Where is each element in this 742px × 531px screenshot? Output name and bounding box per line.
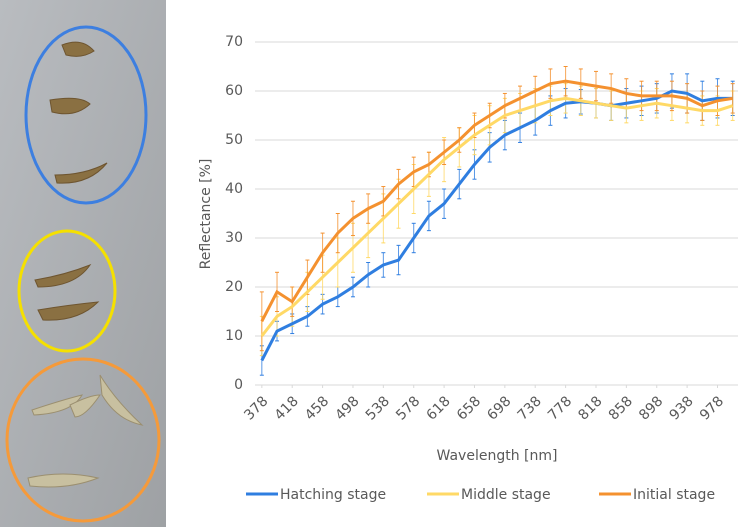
y-tick-label: 70	[225, 34, 243, 50]
series-line	[260, 89, 733, 362]
x-tick-label: 538	[363, 393, 393, 423]
y-tick-label: 60	[225, 83, 243, 99]
legend-label: Hatching stage	[280, 487, 386, 503]
x-tick-label: 578	[393, 393, 423, 423]
x-tick-label: 978	[697, 393, 727, 423]
x-tick-label: 658	[454, 393, 484, 423]
x-tick-label: 618	[424, 393, 454, 423]
x-tick-label: 778	[545, 393, 575, 423]
y-axis-title: Reflectance [%]	[198, 159, 214, 270]
series-line	[260, 79, 733, 322]
x-tick-label: 698	[484, 393, 514, 423]
x-tick-label: 898	[636, 393, 666, 423]
legend-label: Initial stage	[633, 487, 715, 503]
legend-label: Middle stage	[461, 487, 551, 503]
x-tick-label: 418	[272, 393, 302, 423]
y-tick-label: 50	[225, 132, 243, 148]
x-tick-label: 498	[332, 393, 362, 423]
x-tick-label: 458	[302, 393, 332, 423]
y-tick-label: 20	[225, 279, 243, 295]
x-tick-label: 818	[575, 393, 605, 423]
photo	[0, 0, 166, 527]
x-axis-title: Wavelength [nm]	[437, 448, 558, 464]
x-tick-label: 738	[515, 393, 545, 423]
y-tick-label: 40	[225, 181, 243, 197]
y-tick-label: 30	[225, 230, 243, 246]
x-tick-label: 858	[606, 393, 636, 423]
series-line	[260, 96, 734, 337]
y-tick-label: 0	[234, 377, 243, 393]
x-tick-label: 938	[667, 393, 697, 423]
y-tick-label: 10	[225, 328, 243, 344]
x-tick-label: 378	[241, 393, 271, 423]
